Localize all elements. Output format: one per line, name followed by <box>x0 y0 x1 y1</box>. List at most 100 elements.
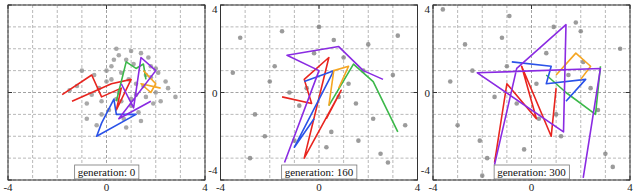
point <box>297 103 302 108</box>
point <box>99 99 104 104</box>
x-tick-label: 0 <box>529 181 535 193</box>
point <box>156 71 161 76</box>
point <box>163 79 168 84</box>
point <box>151 101 156 106</box>
y-tick-label: -4 <box>421 164 431 176</box>
trajectory-line <box>546 66 600 114</box>
minor-grid-line <box>245 5 246 180</box>
y-tick-label: 4 <box>425 3 431 15</box>
minor-grid-line <box>32 5 33 180</box>
x-tick <box>531 5 532 9</box>
point <box>554 112 559 117</box>
x-tick <box>8 5 9 9</box>
point <box>588 86 593 91</box>
data <box>441 7 623 178</box>
y-tick <box>221 180 225 181</box>
minor-grid-line <box>433 48 630 49</box>
point <box>366 42 371 47</box>
point <box>109 77 114 82</box>
trajectory-line <box>329 64 398 132</box>
x-tick-label: 0 <box>316 181 322 193</box>
grid <box>8 5 205 180</box>
point <box>522 147 527 152</box>
point <box>94 123 99 128</box>
panel: -404-404generation: 300 <box>421 3 633 193</box>
point <box>463 42 468 47</box>
point <box>104 68 109 73</box>
y-tick <box>433 180 437 181</box>
minor-grid-line <box>294 5 295 180</box>
point <box>356 138 361 143</box>
x-tick-label: -4 <box>3 181 13 193</box>
point <box>324 145 329 150</box>
trajectory-line <box>141 71 161 93</box>
y-tick <box>626 92 630 93</box>
point <box>153 90 158 95</box>
point <box>114 46 119 51</box>
minor-grid-line <box>81 5 82 180</box>
point <box>386 160 391 165</box>
point <box>317 25 322 30</box>
x-tick-label: 4 <box>627 181 633 193</box>
panel: -404generation: 0 <box>3 5 208 193</box>
x-tick <box>433 5 434 9</box>
point <box>574 20 579 25</box>
point <box>139 51 144 56</box>
grid-line <box>319 5 320 180</box>
trajectory-line <box>282 58 341 159</box>
point <box>505 64 510 69</box>
point <box>248 156 253 161</box>
point <box>559 134 564 139</box>
point <box>85 101 90 106</box>
point <box>272 64 277 69</box>
annotation-text: generation: 0 <box>78 166 136 178</box>
point <box>287 90 292 95</box>
grid-line <box>8 92 205 93</box>
x-tick <box>630 176 631 180</box>
minor-grid-line <box>269 5 270 180</box>
trajectory-line <box>119 58 156 119</box>
y-tick <box>433 5 437 6</box>
point <box>80 68 85 73</box>
trajectory-line <box>556 53 590 79</box>
minor-grid-line <box>8 48 205 49</box>
y-tick-label: -4 <box>208 164 218 176</box>
point <box>534 81 539 86</box>
point <box>104 79 109 84</box>
point <box>173 95 178 100</box>
plot-background <box>8 5 205 180</box>
y-tick <box>8 92 12 93</box>
point <box>99 112 104 117</box>
x-tick-label: -4 <box>428 181 438 193</box>
minor-grid-line <box>57 5 58 180</box>
y-tick-label: 4 <box>212 3 218 15</box>
y-tick <box>626 5 630 6</box>
y-tick <box>221 5 225 6</box>
point <box>610 165 615 170</box>
point <box>263 134 268 139</box>
x-tick <box>106 5 107 9</box>
point <box>146 55 151 60</box>
annotation-text: generation: 300 <box>497 166 566 178</box>
point <box>551 25 556 30</box>
trajectory-line <box>116 62 146 101</box>
x-tick <box>220 176 221 180</box>
data <box>62 46 178 136</box>
point <box>109 64 114 69</box>
trajectory-line <box>285 47 384 163</box>
x-tick-label: 0 <box>104 181 110 193</box>
trajectory-line <box>512 62 586 101</box>
x-tick <box>205 5 206 9</box>
x-tick <box>417 176 418 180</box>
x-tick <box>433 176 434 180</box>
point <box>129 49 134 54</box>
grid <box>221 5 418 180</box>
minor-grid-line <box>482 5 483 180</box>
panel: -404-404generation: 160 <box>208 3 420 193</box>
point <box>253 112 258 117</box>
point <box>267 79 272 84</box>
point <box>238 36 243 41</box>
x-tick-label: 4 <box>415 181 421 193</box>
point <box>492 95 497 100</box>
y-tick <box>414 92 418 93</box>
